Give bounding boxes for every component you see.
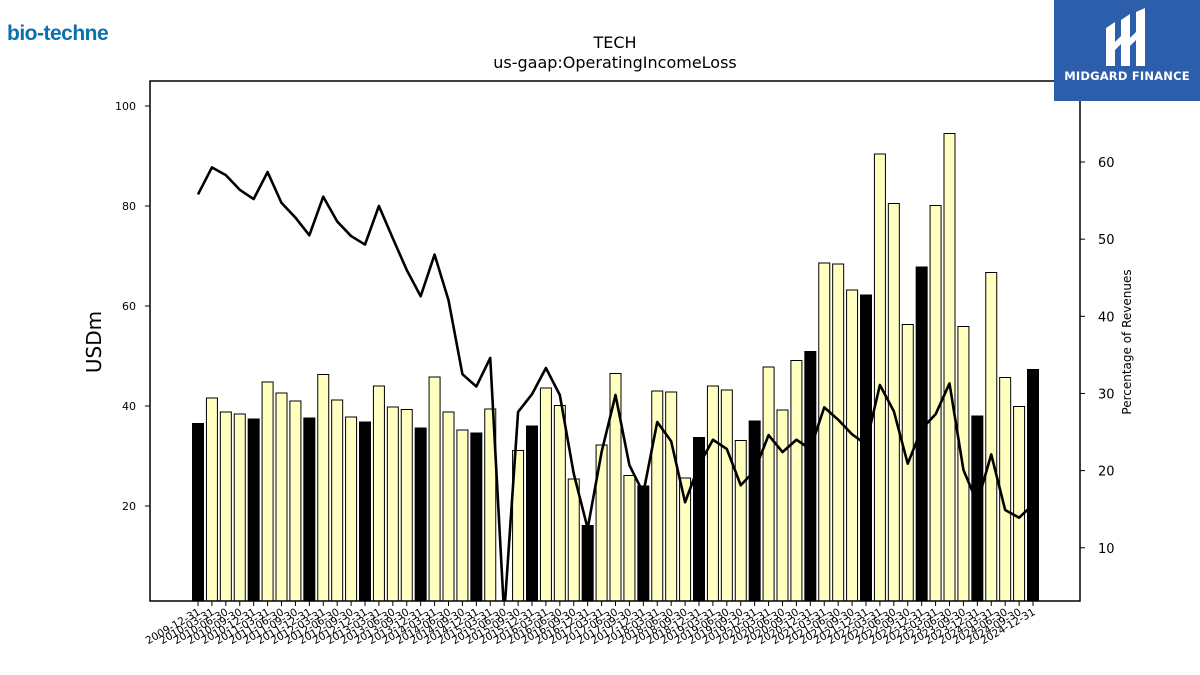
bar-2019-06-30: [720, 389, 733, 602]
bar-2012-09-30: [345, 416, 358, 602]
bar-2021-09-30: [846, 289, 859, 602]
y-tick-label: 40: [122, 400, 136, 413]
chart-subtitle: us-gaap:OperatingIncomeLoss: [493, 53, 737, 72]
bar-2010-09-30: [233, 413, 246, 602]
chart-title: TECH: [592, 33, 636, 52]
bar-2020-09-30: [790, 360, 803, 602]
y-tick-label: 20: [122, 500, 136, 513]
bar-2016-09-30: [567, 478, 580, 602]
bar-2013-03-31: [372, 385, 385, 602]
bar-2011-03-31: [261, 381, 274, 602]
bar-2022-03-31: [873, 153, 886, 602]
bio-techne-logo: bio-techne: [7, 22, 109, 45]
bar-2014-12-31: [470, 432, 483, 602]
bar-2022-12-31: [915, 266, 928, 602]
y2-tick-label: 30: [1098, 387, 1115, 402]
bar-2016-06-30: [553, 405, 566, 602]
midgard-finance-icon: [1106, 8, 1145, 66]
midgard-finance-text: MIDGARD FINANCE: [1064, 69, 1190, 83]
bar-2010-03-31: [205, 397, 218, 602]
y2-tick-label: 10: [1098, 542, 1115, 557]
bar-2010-06-30: [219, 411, 232, 602]
y-tick-label: 60: [122, 300, 136, 313]
bar-2024-09-30: [1013, 406, 1026, 602]
bar-2009-12-31: [192, 423, 204, 602]
y2-tick-label: 20: [1098, 465, 1115, 480]
bar-2011-12-31: [303, 417, 316, 602]
bar-2023-06-30: [943, 133, 956, 602]
bar-2014-03-31: [428, 376, 441, 602]
y2-tick-label: 40: [1098, 310, 1115, 325]
bar-2010-12-31: [247, 418, 260, 602]
y2-tick-label: 50: [1098, 233, 1115, 248]
bar-2013-09-30: [400, 409, 413, 602]
bar-2012-03-31: [317, 374, 330, 602]
bar-2014-09-30: [456, 429, 469, 602]
bar-2016-12-31: [581, 525, 594, 602]
bar-2016-03-31: [539, 387, 552, 602]
y2-tick-label: 60: [1098, 156, 1115, 171]
line-group: [196, 166, 1034, 601]
bar-2019-09-30: [734, 440, 747, 602]
bar-2019-03-31: [706, 385, 719, 602]
y-tick-label: 100: [115, 100, 136, 113]
bar-2020-06-30: [776, 409, 789, 602]
bar-2018-12-31: [693, 437, 705, 602]
bar-2020-03-31: [762, 366, 775, 602]
bar-2017-12-31: [637, 485, 650, 602]
bar-2020-12-31: [804, 351, 817, 602]
bar-2013-06-30: [386, 406, 399, 602]
bar-2017-09-30: [623, 475, 636, 602]
bar-2014-06-30: [442, 411, 455, 602]
bar-2011-09-30: [289, 400, 302, 602]
line-series-percentage: [196, 166, 1034, 601]
midgard-finance-badge: MIDGARD FINANCE: [1054, 0, 1200, 101]
bar-2019-12-31: [748, 420, 761, 602]
bar-2024-12-31: [1027, 369, 1039, 602]
bar-2012-06-30: [331, 399, 344, 602]
bar-2024-03-31: [985, 272, 998, 602]
bar-2021-06-30: [832, 263, 845, 602]
bar-2012-12-31: [359, 421, 371, 602]
y2-axis-label: Percentage of Revenues: [1120, 269, 1134, 414]
bar-2021-12-31: [860, 294, 872, 602]
y-axis-label: USDm: [82, 311, 106, 373]
y-tick-label: 80: [122, 200, 136, 213]
bar-2018-06-30: [665, 391, 678, 602]
bar-2023-12-31: [971, 415, 984, 602]
bar-2015-12-31: [526, 425, 538, 602]
bar-2021-03-31: [818, 262, 831, 602]
bar-2011-06-30: [275, 392, 288, 602]
bar-2013-12-31: [414, 427, 427, 602]
